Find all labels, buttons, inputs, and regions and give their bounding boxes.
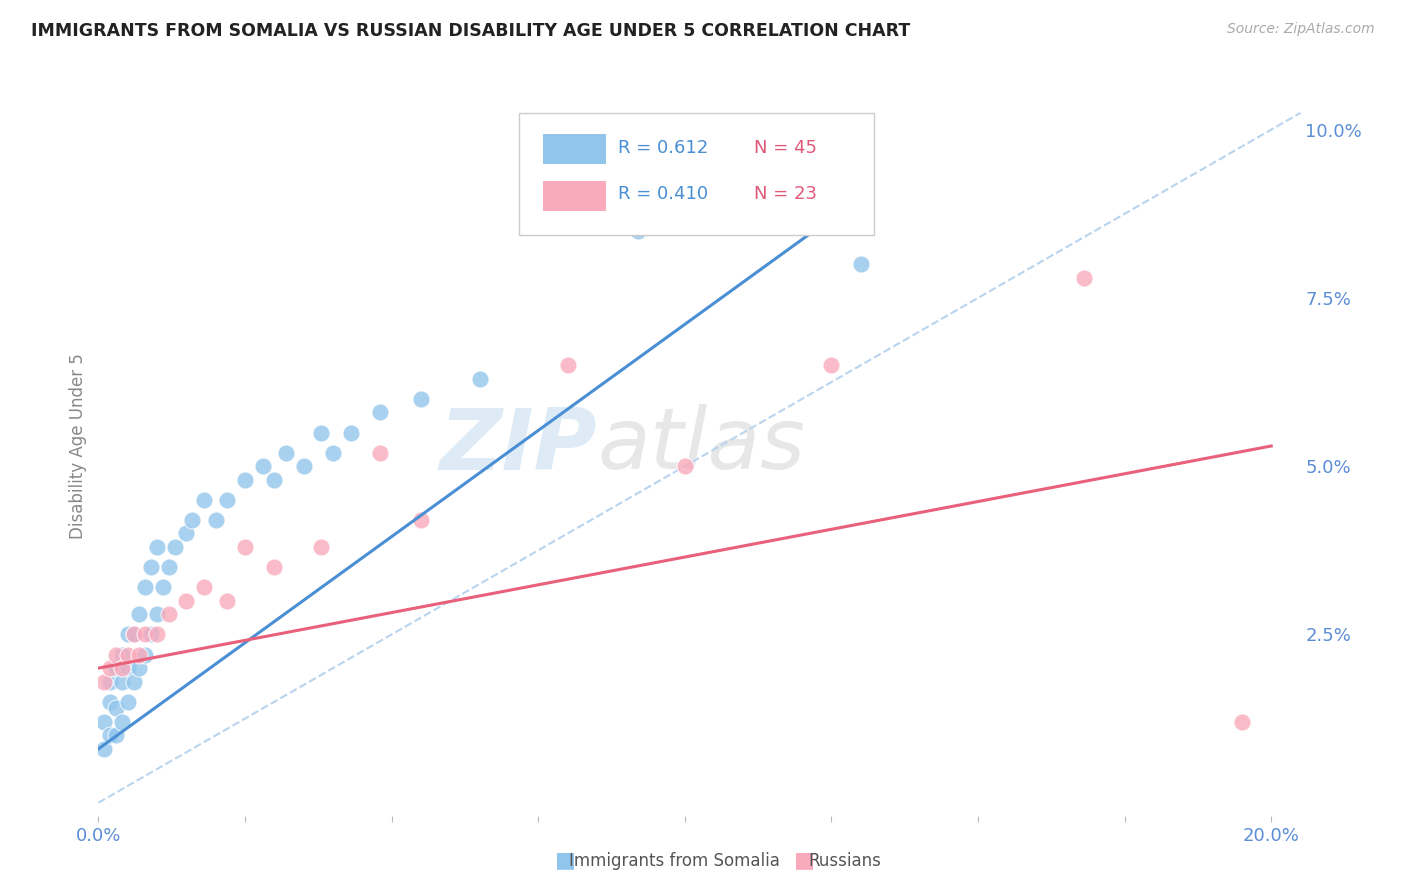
Text: N = 45: N = 45 [754,138,817,157]
Point [193,492,215,507]
Point [176,526,198,541]
Point [217,594,239,608]
Point [117,648,139,662]
Point [122,627,145,641]
Text: atlas: atlas [598,404,806,488]
Point [117,661,139,675]
Point [128,661,150,675]
Point [111,674,134,689]
Point [105,661,128,675]
Point [128,648,150,662]
Text: Immigrants from Somalia: Immigrants from Somalia [569,852,780,870]
Point [98,661,121,675]
Point [134,580,156,594]
Point [122,627,145,641]
Bar [543,181,606,211]
Point [134,648,156,662]
Point [117,695,139,709]
Point [93,742,115,756]
Point [141,560,163,574]
Point [105,701,128,715]
Point [111,714,134,729]
Point [322,446,344,460]
Point [204,513,226,527]
Point [309,425,332,440]
Point [157,607,180,622]
Point [117,627,139,641]
Text: ■: ■ [794,850,815,870]
Point [176,594,198,608]
Point [409,513,432,527]
Point [105,648,128,662]
Point [157,560,180,574]
Point [98,695,121,709]
Point [217,492,239,507]
Text: IMMIGRANTS FROM SOMALIA VS RUSSIAN DISABILITY AGE UNDER 5 CORRELATION CHART: IMMIGRANTS FROM SOMALIA VS RUSSIAN DISAB… [31,22,910,40]
Point [163,540,186,554]
FancyBboxPatch shape [519,112,873,235]
Point [128,607,150,622]
Point [252,459,274,474]
Text: R = 0.410: R = 0.410 [617,186,707,203]
Point [122,674,145,689]
Text: Russians: Russians [808,852,882,870]
Point [1230,714,1253,729]
Point [849,257,872,271]
Point [673,459,696,474]
Point [111,648,134,662]
Point [146,540,169,554]
Text: ■: ■ [555,850,576,870]
Point [134,627,156,641]
Point [141,627,163,641]
Point [263,473,285,487]
Point [274,446,297,460]
Point [233,473,256,487]
Point [98,674,121,689]
Point [146,627,169,641]
Text: ZIP: ZIP [440,404,598,488]
Point [339,425,361,440]
Point [98,728,121,742]
Point [263,560,285,574]
Point [181,513,204,527]
Point [557,358,579,372]
Point [627,224,650,238]
Point [193,580,215,594]
Point [368,446,391,460]
Text: N = 23: N = 23 [754,186,817,203]
Point [292,459,315,474]
Point [368,405,391,419]
Text: R = 0.612: R = 0.612 [617,138,709,157]
Point [152,580,174,594]
Y-axis label: Disability Age Under 5: Disability Age Under 5 [69,353,87,539]
Point [820,358,842,372]
Point [468,372,491,386]
Point [111,661,134,675]
Point [93,714,115,729]
Bar [543,135,606,164]
Text: Source: ZipAtlas.com: Source: ZipAtlas.com [1227,22,1375,37]
Point [105,728,128,742]
Point [93,674,115,689]
Point [1073,270,1095,285]
Point [409,392,432,406]
Point [233,540,256,554]
Point [146,607,169,622]
Point [309,540,332,554]
